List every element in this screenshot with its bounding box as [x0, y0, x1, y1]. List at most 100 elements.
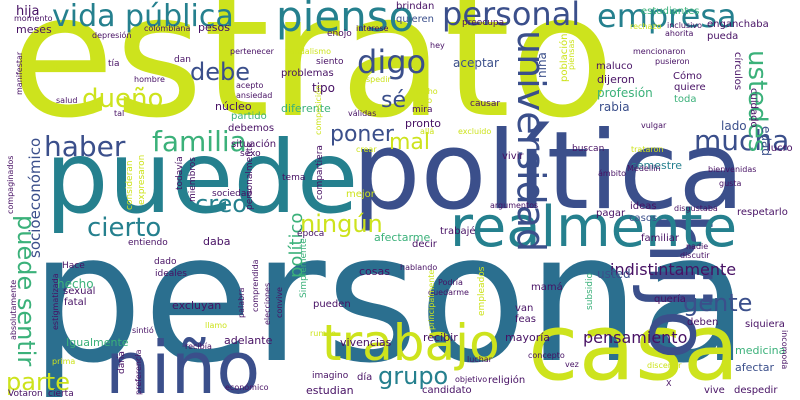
word-hecho: hecho [57, 277, 94, 291]
word-miembros: miembros [188, 157, 198, 202]
word-recibir: recibir [423, 331, 458, 344]
word-depresion: depresión [92, 31, 132, 40]
word-pienso: pienso [276, 0, 415, 41]
word-haber: haber [44, 130, 126, 163]
word-disgustaba: disgustaba [674, 204, 718, 213]
word-decir: decir [412, 239, 437, 250]
word-ideas: ideas [630, 201, 657, 212]
word-maluco: maluco [596, 61, 633, 72]
word-creo: creo [195, 190, 247, 218]
word-quedarme: quedarme [428, 288, 469, 297]
word-alla: allá [420, 127, 435, 136]
word-mucha: mucha [694, 124, 790, 157]
word-prima: prima [52, 357, 76, 366]
word-religion: religión [488, 375, 526, 386]
word-queria: quería [654, 294, 686, 305]
word-puede: puede [45, 119, 359, 236]
word-familiar: familiar [641, 233, 679, 244]
word-respetarlo: respetarlo [737, 207, 788, 218]
word-mal: mal [389, 130, 431, 155]
word-dan: dan [174, 55, 191, 65]
word-enganchaba: enganchaba [707, 19, 769, 30]
word-simplemente: Simplemente [299, 238, 309, 298]
word-lado: lado [721, 119, 747, 133]
word-discutir: discutir [680, 251, 710, 260]
word-lucro: lucro [768, 143, 793, 154]
word-empleados: empleados [477, 266, 487, 316]
word-candidato: candidato [422, 385, 472, 396]
word-trabajo: trabajo [322, 314, 500, 372]
word-circulos: círculos [732, 52, 743, 91]
word-debemos: debemos [228, 123, 275, 134]
word-pueda: pueda [707, 31, 739, 42]
word-sociedad: sociedad [212, 189, 253, 199]
word-semestre: semestre [631, 159, 683, 172]
word-sexo: sexo [240, 149, 261, 159]
word-vida-publica: vida pública [52, 0, 234, 34]
word-salud: salud [56, 96, 78, 105]
word-interese: interese [356, 24, 389, 33]
word-meses: meses [16, 23, 52, 36]
word-medellin: Medellín [627, 164, 661, 173]
word-nina: niña [535, 52, 549, 78]
word-vandalismo: vandalismo [285, 47, 331, 56]
word-vivir: vivir [502, 151, 524, 162]
word-preocupa: preocupa [462, 18, 505, 28]
word-empresa: empresa [597, 0, 737, 35]
word-enojo: enojo [327, 29, 352, 39]
word-colombiana: colombiana [144, 24, 191, 33]
word-grupo: grupo [378, 362, 449, 390]
word-estudiantes: estudiantes [641, 6, 700, 17]
word-dijeron: dijeron [597, 73, 635, 86]
word-digo: digo [357, 43, 427, 81]
word-mejor: mejor [346, 189, 375, 200]
word-nino: niño [105, 326, 261, 400]
word-pensamiento: pensamiento [583, 328, 688, 347]
word-hace: Hace [62, 261, 85, 271]
word-entiendo: entiendo [128, 238, 168, 248]
word-poner: poner [330, 122, 394, 147]
word-cuidado: cuidado [748, 88, 759, 128]
word-siento: siento [316, 57, 344, 67]
word-afectarme: afectarme [374, 231, 431, 244]
word-daria: daría [117, 351, 127, 374]
word-podria: Podría [438, 278, 463, 287]
word-debe: debe [190, 58, 250, 86]
word-manifestar: manifestar [15, 51, 24, 95]
word-sintio: sintió [132, 326, 154, 335]
word-gente: gente [683, 289, 753, 317]
word-cosas: cosas [359, 265, 390, 278]
word-problemas: problemas [281, 68, 334, 79]
word-pronto: pronto [405, 117, 442, 130]
word-subsidio: subsidio [585, 272, 595, 310]
word-trabaje: trabajé [440, 226, 476, 237]
word-hey: hey [430, 41, 445, 50]
word-quiere: quiere [674, 82, 706, 93]
word-ahorita: ahorita [665, 29, 694, 38]
word-medicina: medicina [735, 344, 786, 357]
word-hija: hija [16, 4, 40, 19]
word-compaginados: compaginados [6, 155, 15, 214]
word-toda: toda [674, 94, 697, 105]
word-dado: dado [154, 257, 177, 267]
word-tipo: tipo [312, 81, 335, 95]
word-nadie: nadie [686, 242, 709, 251]
word-personalmente: personalmente [245, 142, 255, 210]
word-economico: económico [225, 383, 269, 392]
word-nucleo: núcleo [215, 100, 252, 113]
word-composicion: composición [314, 84, 323, 135]
word-despedir: despedir [734, 385, 778, 396]
word-consideran: consideran [125, 160, 135, 210]
word-brindan: brindan [396, 1, 435, 12]
word-siquiera: siquiera [745, 319, 785, 330]
word-comprendida: comprendida [251, 259, 260, 312]
word-vivencias: vivencias [340, 336, 392, 349]
word-feas: feas [515, 314, 537, 325]
word-votaron: Votaron [8, 389, 43, 399]
word-sexual: sexual [63, 286, 96, 297]
word-objetivo: objetivo [455, 375, 488, 384]
word-piensas: piensas [567, 39, 576, 70]
word-afectar: afectar [735, 361, 775, 374]
word-pesos: pesos [198, 21, 230, 34]
word-ningun: ningún [300, 210, 383, 238]
